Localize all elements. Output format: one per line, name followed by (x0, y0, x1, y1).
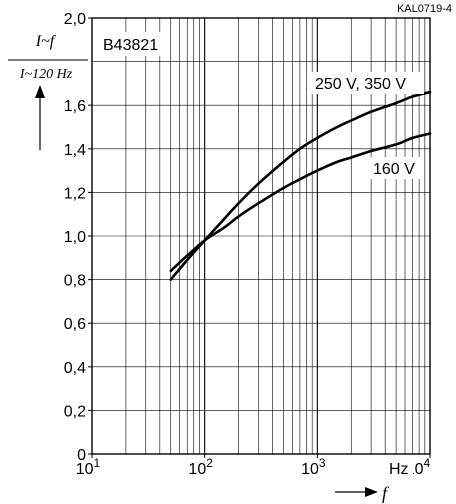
x-unit: Hz (389, 461, 409, 478)
series-label-160v: 160 V (373, 161, 415, 178)
y-tick-label: 0,6 (64, 316, 86, 333)
y-arrow-head (35, 85, 45, 98)
part-number-box (96, 32, 162, 56)
y-tick-label: 1,4 (64, 142, 86, 159)
y-tick-label: 1,6 (64, 98, 86, 115)
y-tick-label: 2,0 (64, 11, 86, 28)
figure-code: KAL0719-4 (397, 3, 452, 15)
y-tick-label: 0,4 (64, 360, 86, 377)
ylabel-denominator: I~120 Hz (19, 67, 73, 82)
xlabel: f (382, 483, 390, 503)
y-tick-label: 1,2 (64, 185, 86, 202)
y-tick-label: 0,8 (64, 273, 86, 290)
part-number: B43821 (103, 37, 158, 54)
y-tick-label: 0 (77, 447, 86, 464)
series-line-1 (169, 132, 432, 273)
series-label-bg-1 (310, 72, 424, 94)
x-unit-bg (385, 458, 413, 476)
x-tick-label: 101 (76, 456, 101, 478)
y-tick-label: 0,2 (64, 403, 86, 420)
y-tick-label: 1,0 (64, 229, 86, 246)
ylabel-numerator: I~f (35, 33, 57, 50)
series-line-0 (169, 90, 432, 281)
series-label-bg-2 (368, 157, 422, 179)
series-label-250-350v: 250 V, 350 V (315, 76, 406, 93)
series (169, 90, 432, 281)
x-arrow-head (365, 487, 378, 497)
x-tick-label: 102 (188, 456, 213, 478)
x-tick-label: 103 (301, 456, 326, 478)
